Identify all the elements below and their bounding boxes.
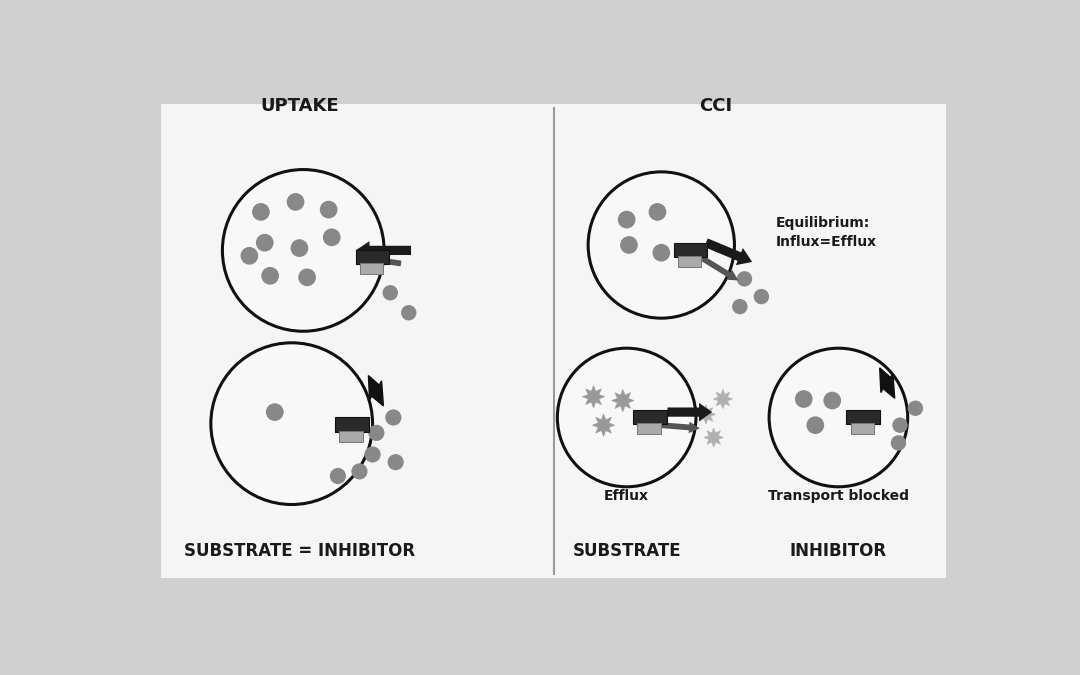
Circle shape [256,234,273,252]
Circle shape [618,211,635,228]
Circle shape [368,425,384,441]
Polygon shape [611,389,634,412]
Circle shape [351,463,367,479]
FancyArrow shape [704,238,752,265]
Circle shape [823,392,841,410]
Circle shape [557,348,696,487]
Circle shape [252,203,270,221]
Circle shape [241,247,258,265]
Polygon shape [704,428,724,447]
Circle shape [286,193,305,211]
Bar [674,243,707,257]
Text: Efflux: Efflux [604,489,649,503]
Circle shape [732,299,747,315]
Circle shape [364,446,380,462]
Circle shape [222,169,384,331]
Circle shape [589,172,734,318]
Text: UPTAKE: UPTAKE [260,97,339,115]
Polygon shape [880,368,894,398]
Bar [846,410,880,425]
FancyArrow shape [359,253,402,267]
Circle shape [298,269,316,286]
Circle shape [291,239,308,257]
Circle shape [261,267,279,285]
Polygon shape [593,414,615,436]
Text: SUBSTRATE: SUBSTRATE [572,542,681,560]
Bar [678,256,701,267]
Bar [335,418,368,432]
Text: Equilibrium:
Influx=Efflux: Equilibrium: Influx=Efflux [775,217,876,249]
Circle shape [211,343,373,504]
Circle shape [649,203,666,221]
Circle shape [769,348,907,487]
Polygon shape [697,405,716,424]
Circle shape [907,400,923,416]
FancyArrow shape [697,253,739,280]
Bar [355,250,390,264]
Circle shape [382,285,397,300]
FancyArrow shape [661,422,700,433]
FancyArrow shape [667,403,712,421]
Polygon shape [582,385,605,408]
Circle shape [795,390,812,408]
Text: SUBSTRATE = INHIBITOR: SUBSTRATE = INHIBITOR [184,542,415,560]
Polygon shape [368,375,383,406]
Circle shape [266,403,284,421]
Circle shape [620,236,638,254]
Circle shape [807,416,824,434]
Circle shape [386,410,402,425]
Circle shape [401,305,417,321]
Circle shape [737,271,752,287]
Text: INHIBITOR: INHIBITOR [789,542,887,560]
Circle shape [754,289,769,304]
Bar [339,431,363,442]
Circle shape [891,435,906,451]
Text: Transport blocked: Transport blocked [768,489,909,503]
Circle shape [652,244,671,262]
Bar [851,423,874,435]
Bar [361,263,383,274]
Circle shape [388,454,404,470]
Bar [637,423,661,435]
Circle shape [329,468,346,484]
FancyArrow shape [355,241,411,260]
Circle shape [892,418,907,433]
Polygon shape [713,389,732,408]
Text: CCI: CCI [699,97,732,115]
Bar [633,410,666,425]
Circle shape [320,200,338,219]
Circle shape [323,228,340,246]
